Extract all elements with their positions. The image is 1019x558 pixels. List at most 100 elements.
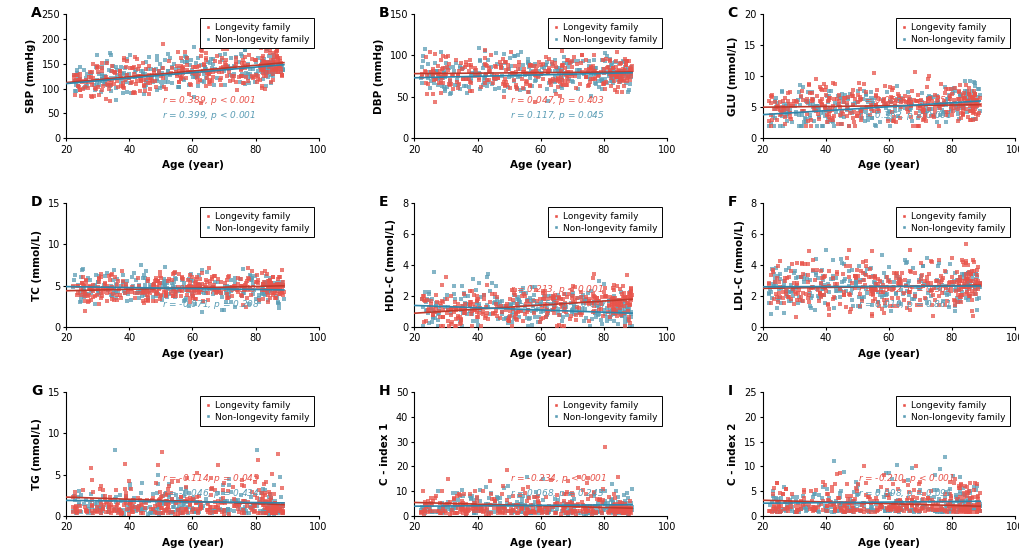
Point: [968, 501, 984, 509]
Point: [605, 300, 622, 309]
Point: [572, 309, 588, 318]
Point: [460, 506, 476, 514]
Point: [105, 62, 121, 71]
Point: [266, 480, 282, 489]
Point: [781, 100, 797, 109]
Point: [113, 508, 129, 517]
Point: [263, 279, 279, 288]
Point: [95, 491, 111, 500]
Point: [265, 59, 281, 68]
Point: [207, 277, 223, 286]
Point: [922, 487, 938, 496]
Point: [588, 507, 604, 516]
Point: [590, 302, 606, 311]
Point: [64, 283, 81, 292]
Point: [510, 300, 526, 309]
Point: [847, 483, 863, 492]
Point: [268, 280, 284, 288]
Point: [84, 72, 100, 81]
Point: [961, 102, 977, 110]
Point: [559, 508, 576, 517]
Point: [198, 74, 214, 83]
Point: [963, 271, 979, 280]
Point: [618, 508, 634, 517]
Point: [187, 72, 204, 81]
Point: [232, 71, 249, 80]
Point: [454, 501, 471, 510]
Point: [206, 280, 222, 289]
Point: [537, 312, 553, 321]
Point: [762, 270, 779, 279]
Point: [884, 113, 901, 122]
Point: [959, 261, 975, 270]
Point: [129, 287, 146, 296]
Point: [126, 503, 143, 512]
Point: [231, 498, 248, 507]
Point: [189, 68, 205, 77]
Point: [258, 509, 274, 518]
Point: [469, 298, 485, 307]
Point: [265, 490, 281, 499]
Point: [108, 493, 124, 502]
Point: [261, 509, 277, 518]
Point: [265, 508, 281, 517]
Point: [77, 82, 94, 91]
Point: [130, 62, 147, 71]
Point: [180, 301, 197, 310]
Point: [579, 509, 595, 518]
Point: [432, 55, 448, 64]
Point: [566, 52, 582, 61]
Point: [593, 299, 609, 308]
Point: [880, 284, 897, 293]
Point: [764, 504, 781, 513]
Point: [915, 498, 931, 507]
Point: [852, 500, 868, 509]
Point: [164, 63, 180, 72]
Point: [463, 76, 479, 85]
Point: [264, 71, 280, 80]
Point: [117, 280, 133, 289]
Point: [585, 51, 601, 60]
Point: [929, 103, 946, 112]
Point: [167, 275, 183, 283]
Point: [500, 492, 517, 501]
Point: [467, 64, 483, 73]
Point: [492, 61, 508, 70]
Point: [811, 290, 827, 299]
Point: [256, 286, 272, 295]
Point: [161, 498, 177, 507]
Point: [104, 502, 120, 511]
Point: [944, 506, 960, 514]
Point: [958, 482, 974, 491]
Point: [845, 108, 861, 117]
Point: [138, 498, 154, 507]
Point: [508, 301, 525, 310]
Point: [103, 270, 119, 278]
Point: [857, 285, 873, 294]
Point: [773, 112, 790, 121]
Point: [268, 285, 284, 294]
Point: [604, 283, 621, 292]
Point: [257, 68, 273, 77]
Point: [493, 72, 510, 81]
Point: [102, 284, 118, 293]
Point: [128, 288, 145, 297]
Point: [961, 497, 977, 506]
Point: [135, 273, 151, 282]
Point: [787, 109, 803, 118]
Point: [959, 488, 975, 497]
Point: [118, 276, 135, 285]
Point: [838, 99, 854, 108]
Point: [547, 76, 564, 85]
Point: [479, 77, 495, 86]
Point: [564, 63, 580, 72]
Point: [581, 322, 597, 331]
Point: [116, 459, 132, 468]
Point: [612, 502, 629, 511]
Point: [529, 72, 545, 81]
Point: [898, 105, 914, 114]
Point: [764, 490, 781, 499]
Point: [946, 286, 962, 295]
Point: [518, 509, 534, 518]
Point: [251, 294, 267, 302]
